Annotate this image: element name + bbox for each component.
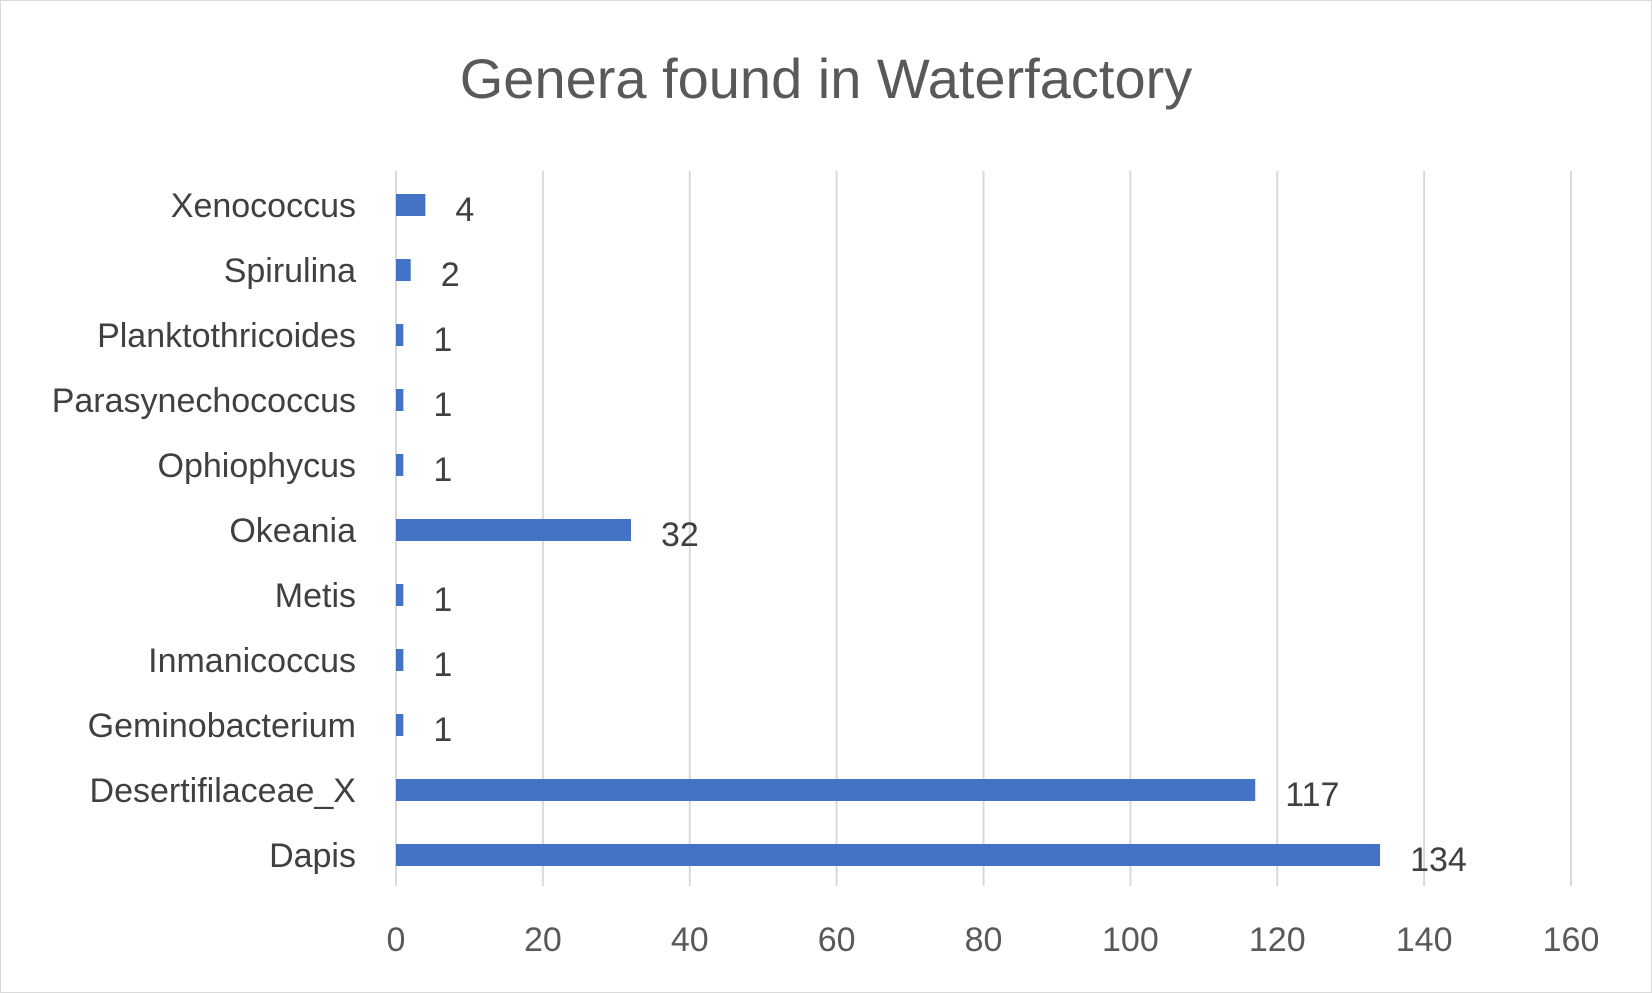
bar-dapis [396, 844, 1381, 866]
bar-planktothricoides [396, 324, 404, 346]
bar-parasynechococcus [396, 389, 404, 411]
x-tick-label-20: 20 [524, 921, 562, 959]
category-label-inmanicoccus: Inmanicoccus [148, 642, 356, 680]
x-axis-tick-labels: 0 20 40 60 80 100 120 140 160 [387, 921, 1600, 959]
bar-okeania [396, 519, 631, 541]
category-label-okeania: Okeania [229, 512, 356, 550]
bar-geminobacterium [396, 714, 404, 736]
category-label-parasynechococcus: Parasynechococcus [52, 382, 356, 420]
data-label-spirulina: 2 [441, 256, 460, 294]
data-label-desertifilaceae-x: 117 [1285, 776, 1339, 814]
category-label-metis: Metis [275, 577, 356, 615]
bars [396, 194, 1381, 866]
data-label-metis: 1 [433, 581, 452, 619]
bar-desertifilaceae-x [396, 779, 1256, 801]
category-label-spirulina: Spirulina [224, 252, 356, 290]
data-label-geminobacterium: 1 [433, 711, 452, 749]
data-labels: 134 117 1 1 1 32 1 1 1 2 4 [433, 191, 1466, 879]
x-tick-label-140: 140 [1396, 921, 1453, 959]
gridlines [395, 171, 1572, 886]
data-label-inmanicoccus: 1 [433, 646, 452, 684]
bar-inmanicoccus [396, 649, 404, 671]
category-label-dapis: Dapis [269, 837, 356, 875]
x-tick-label-40: 40 [671, 921, 709, 959]
data-label-dapis: 134 [1410, 841, 1467, 879]
bar-ophiophycus [396, 454, 404, 476]
x-tick-label-80: 80 [965, 921, 1003, 959]
category-label-desertifilaceae-x: Desertifilaceae_X [90, 772, 356, 810]
category-label-ophiophycus: Ophiophycus [158, 447, 356, 485]
bar-metis [396, 584, 404, 606]
data-label-parasynechococcus: 1 [433, 386, 452, 424]
category-label-geminobacterium: Geminobacterium [88, 707, 356, 745]
data-label-okeania: 32 [661, 516, 699, 554]
data-label-planktothricoides: 1 [433, 321, 452, 359]
category-label-planktothricoides: Planktothricoides [97, 317, 356, 355]
data-label-ophiophycus: 1 [433, 451, 452, 489]
data-label-xenococcus: 4 [455, 191, 474, 229]
x-tick-label-0: 0 [387, 921, 406, 959]
category-labels: Dapis Desertifilaceae_X Geminobacterium Inm… [52, 187, 356, 875]
x-tick-label-160: 160 [1543, 921, 1600, 959]
category-label-xenococcus: Xenococcus [171, 187, 356, 225]
x-tick-label-60: 60 [818, 921, 856, 959]
x-tick-label-100: 100 [1102, 921, 1159, 959]
x-tick-label-120: 120 [1249, 921, 1306, 959]
bar-spirulina [396, 259, 411, 281]
bar-xenococcus [396, 194, 426, 216]
chart-title: Genera found in Waterfactory [460, 47, 1193, 110]
